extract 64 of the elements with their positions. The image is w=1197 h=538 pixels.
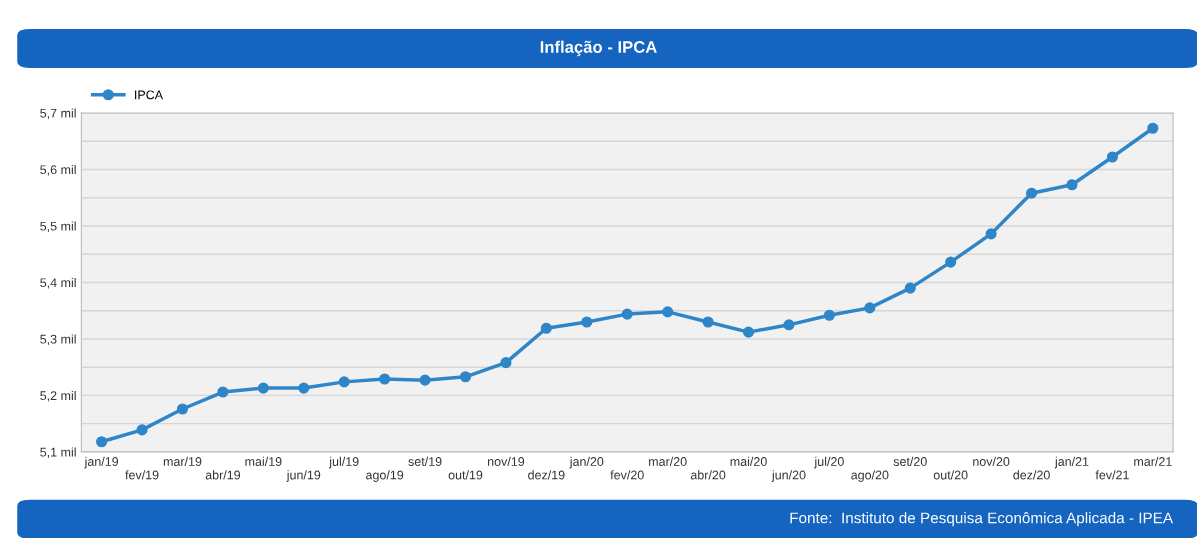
x-tick-label: jun/20 bbox=[771, 470, 806, 482]
x-tick-label: jan/19 bbox=[84, 456, 119, 469]
x-tick-label: mai/19 bbox=[245, 456, 282, 466]
point bbox=[459, 371, 472, 383]
legend-label: IPCA bbox=[135, 90, 164, 100]
x-tick-label: ago/20 bbox=[851, 470, 889, 482]
y-tick-label: 5,5 mil bbox=[40, 221, 76, 233]
y-tick-label: 5,4 mil bbox=[40, 277, 76, 289]
x-tick-label: mar/20 bbox=[649, 456, 687, 466]
x-tick-label: jul/19 bbox=[328, 456, 359, 469]
x-tick-label: set/20 bbox=[893, 456, 927, 466]
point bbox=[96, 436, 108, 448]
y-tick-label: 5,1 mil bbox=[40, 447, 76, 459]
x-tick-label: fev/19 bbox=[125, 470, 159, 480]
point bbox=[540, 322, 552, 334]
x-tick-label: out/20 bbox=[933, 470, 968, 480]
point bbox=[136, 424, 148, 436]
point bbox=[581, 316, 593, 328]
point bbox=[298, 382, 310, 394]
point bbox=[379, 373, 391, 385]
point bbox=[1106, 151, 1118, 163]
y-tick-label: 5,3 mil bbox=[40, 334, 76, 346]
x-tick-label: out/19 bbox=[448, 470, 483, 480]
x-tick-label: mai/20 bbox=[730, 456, 767, 466]
chart-title: Inflação - IPCA bbox=[540, 40, 657, 57]
x-tick-label: set/19 bbox=[408, 456, 442, 466]
point bbox=[176, 403, 189, 415]
x-tick-label: nov/20 bbox=[973, 456, 1010, 466]
x-tick-label: ago/19 bbox=[366, 470, 404, 482]
point bbox=[985, 228, 997, 240]
y-tick-label: 5,7 mil bbox=[40, 108, 76, 120]
point bbox=[217, 386, 229, 398]
point bbox=[419, 374, 431, 386]
y-tick-label: 5,2 mil bbox=[40, 390, 76, 402]
x-tick-label: abr/19 bbox=[205, 470, 241, 480]
x-tick-label: dez/20 bbox=[1013, 470, 1050, 480]
point bbox=[783, 319, 795, 331]
x-tick-label: fev/21 bbox=[1095, 470, 1129, 480]
point bbox=[904, 282, 916, 294]
point bbox=[742, 326, 755, 338]
x-tick-label: jan/21 bbox=[1054, 456, 1089, 469]
x-tick-label: fev/20 bbox=[610, 470, 644, 480]
point bbox=[257, 382, 269, 394]
point bbox=[1147, 122, 1159, 134]
point bbox=[662, 306, 674, 318]
point bbox=[500, 357, 512, 369]
point bbox=[945, 256, 957, 268]
x-tick-label: jun/19 bbox=[286, 470, 321, 482]
x-tick-label: abr/20 bbox=[690, 470, 726, 480]
point bbox=[1066, 179, 1078, 191]
x-tick-label: mar/21 bbox=[1134, 456, 1172, 466]
point bbox=[864, 302, 876, 314]
point bbox=[338, 376, 350, 388]
y-tick-label: 5,6 mil bbox=[40, 164, 76, 176]
x-tick-label: jan/20 bbox=[569, 456, 604, 469]
point bbox=[702, 316, 714, 328]
x-tick-label: nov/19 bbox=[488, 456, 525, 466]
x-tick-label: dez/19 bbox=[528, 470, 565, 480]
source-note: Fonte: Instituto de Pesquisa Econômica Aplicada - IPEA bbox=[790, 512, 1174, 527]
x-tick-label: jul/20 bbox=[814, 456, 844, 469]
x-tick-label: mar/19 bbox=[163, 456, 202, 466]
point bbox=[621, 308, 633, 320]
point bbox=[1025, 187, 1038, 199]
point bbox=[823, 309, 835, 321]
